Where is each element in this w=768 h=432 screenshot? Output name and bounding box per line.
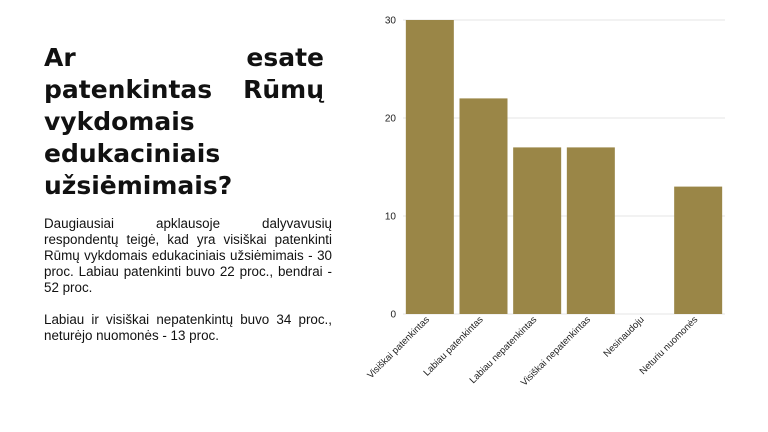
y-tick-label: 20	[385, 114, 397, 125]
bar	[566, 147, 615, 314]
summary-paragraph-2: Labiau ir visiškai nepatenkintų buvo 34 …	[44, 312, 332, 343]
x-tick-label: Nesinaudoju	[601, 314, 646, 359]
y-tick-label: 0	[390, 310, 396, 321]
bar	[674, 186, 723, 314]
x-tick-label: Neturiu nuomonės	[638, 314, 701, 377]
bar	[459, 98, 508, 315]
bar	[405, 20, 454, 314]
summary-paragraph-1: Daugiausiai apklausoje dalyvavusių respo…	[44, 216, 332, 295]
y-tick-label: 10	[385, 212, 397, 223]
y-tick-label: 30	[385, 16, 397, 27]
slide-title: Ar esate patenkintas Rūmų vykdomais eduk…	[44, 43, 324, 200]
bar	[513, 147, 562, 314]
